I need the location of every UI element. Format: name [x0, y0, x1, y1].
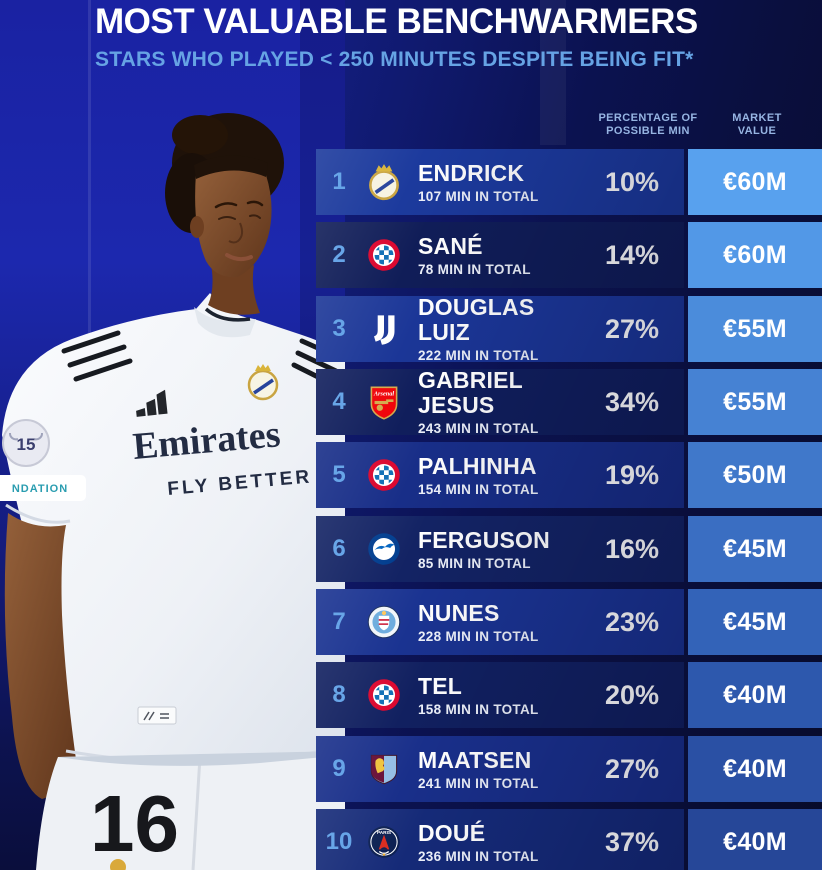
badge-arsenal-icon: Arsenal: [362, 380, 406, 424]
page-subtitle: STARS WHO PLAYED < 250 MINUTES DESPITE B…: [95, 48, 694, 71]
badge-bayern-munich-icon: [362, 673, 406, 717]
badge-manchester-city-icon: [362, 600, 406, 644]
player-cell: 8 TEL 158 MIN IN TOTAL 20%: [316, 662, 684, 728]
column-header-percentage: PERCENTAGE OF POSSIBLE MIN: [598, 112, 698, 137]
table-row: 6 FERGUSON 85 MIN IN TOTAL 16% €45M: [316, 516, 822, 582]
player-minutes: 78 MIN IN TOTAL: [418, 261, 531, 277]
player-name: NUNES: [418, 599, 500, 626]
market-value-cell: €60M: [688, 222, 822, 288]
player-name: MAATSEN: [418, 746, 532, 773]
table-row: 3 DOUGLAS LUIZ 222 MIN IN TOTAL 27% €55M: [316, 296, 822, 362]
percentage-value: 14%: [604, 239, 660, 270]
player-minutes: 243 MIN IN TOTAL: [418, 421, 539, 435]
percentage-value: 27%: [604, 753, 660, 784]
shorts-crest-icon: [110, 859, 126, 870]
table-row: 8 TEL 158 MIN IN TOTAL 20% €40M: [316, 662, 822, 728]
table-row: 4 Arsenal GABRIEL JESUS 243 MIN IN TOTAL…: [316, 369, 822, 435]
player-minutes: 158 MIN IN TOTAL: [418, 701, 539, 717]
table-row: 9 MAATSEN 241 MIN IN TOTAL 27% €40M: [316, 736, 822, 802]
svg-text:Arsenal: Arsenal: [373, 391, 395, 398]
badge-aston-villa-icon: [362, 747, 406, 791]
percentage-value: 27%: [604, 313, 660, 344]
player-name: SANÉ: [418, 232, 483, 259]
table-row: 2 SANÉ 78 MIN IN TOTAL 14% €60M: [316, 222, 822, 288]
rank-label: 9: [332, 755, 346, 782]
page-title: MOST VALUABLE BENCHWARMERS: [95, 2, 698, 41]
percentage-value: 19%: [604, 459, 660, 490]
foundation-sleeve-patch: NDATION: [0, 475, 86, 501]
adidas-logo-icon: [136, 389, 168, 417]
ucl-patch-number: 15: [17, 435, 36, 454]
player-minutes: 85 MIN IN TOTAL: [418, 555, 531, 571]
player-cell: 7 NUNES 228 MIN IN TOTAL 23%: [316, 589, 684, 655]
player-cell: 6 FERGUSON 85 MIN IN TOTAL 16%: [316, 516, 684, 582]
market-value-cell: €55M: [688, 296, 822, 362]
player-name: PALHINHA: [418, 452, 537, 479]
player-name: DOUÉ: [418, 819, 486, 846]
badge-brighton-icon: [362, 527, 406, 571]
percentage-value: 20%: [604, 679, 660, 710]
player-name: FERGUSON: [418, 526, 550, 553]
ucl-sleeve-patch: 15: [2, 419, 50, 467]
percentage-value: 10%: [604, 166, 660, 197]
rank-label: 10: [325, 828, 353, 855]
player-name: TEL: [418, 672, 463, 699]
player-minutes: 107 MIN IN TOTAL: [418, 188, 539, 204]
player-minutes: 154 MIN IN TOTAL: [418, 481, 539, 497]
player-cell: 10 PARIS DOUÉ 236 MIN IN TOTAL 37%: [316, 809, 684, 870]
rank-label: 6: [332, 535, 346, 562]
real-madrid-crest-icon: [247, 364, 279, 401]
background-stripe: [540, 0, 566, 145]
player-minutes: 236 MIN IN TOTAL: [418, 848, 539, 864]
svg-text:PARIS: PARIS: [377, 830, 391, 836]
badge-real-madrid-icon: [362, 160, 406, 204]
player-name: GABRIEL JESUS: [418, 369, 523, 418]
market-value-cell: €60M: [688, 149, 822, 215]
market-value-cell: €40M: [688, 736, 822, 802]
market-value-cell: €40M: [688, 809, 822, 870]
market-value-cell: €50M: [688, 442, 822, 508]
rank-label: 4: [332, 388, 346, 415]
shorts-number: 16: [90, 779, 179, 868]
column-header-market-value: MARKET VALUE: [732, 112, 782, 137]
foundation-patch-text: NDATION: [12, 483, 68, 495]
table-row: 5 PALHINHA 154 MIN IN TOTAL 19% €50M: [316, 442, 822, 508]
player-photo: 15 NDATION Emirates FLY BETTER: [0, 95, 346, 870]
player-cell: 5 PALHINHA 154 MIN IN TOTAL 19%: [316, 442, 684, 508]
player-cell: 3 DOUGLAS LUIZ 222 MIN IN TOTAL 27%: [316, 296, 684, 362]
table-row: 7 NUNES 228 MIN IN TOTAL 23% €45M: [316, 589, 822, 655]
player-minutes: 241 MIN IN TOTAL: [418, 775, 539, 791]
rank-label: 8: [332, 681, 346, 708]
player-cell: 4 Arsenal GABRIEL JESUS 243 MIN IN TOTAL…: [316, 369, 684, 435]
rank-label: 2: [332, 241, 346, 268]
market-value-cell: €40M: [688, 662, 822, 728]
market-value-cell: €45M: [688, 516, 822, 582]
player-cell: 9 MAATSEN 241 MIN IN TOTAL 27%: [316, 736, 684, 802]
table-row: 10 PARIS DOUÉ 236 MIN IN TOTAL 37% €40M: [316, 809, 822, 870]
player-cell: 1 ENDRICK 107 MIN IN TOTAL 10%: [316, 149, 684, 215]
player-minutes: 222 MIN IN TOTAL: [418, 348, 539, 362]
market-value-cell: €55M: [688, 369, 822, 435]
player-minutes: 228 MIN IN TOTAL: [418, 628, 539, 644]
percentage-value: 34%: [604, 386, 660, 417]
badge-psg-icon: PARIS: [362, 820, 406, 864]
market-value-cell: €45M: [688, 589, 822, 655]
player-cell: 2 SANÉ 78 MIN IN TOTAL 14%: [316, 222, 684, 288]
percentage-value: 23%: [604, 606, 660, 637]
badge-juventus-icon: [362, 307, 406, 351]
rank-label: 1: [332, 168, 346, 195]
percentage-value: 16%: [604, 533, 660, 564]
rank-label: 5: [332, 461, 346, 488]
player-name: ENDRICK: [418, 159, 525, 186]
waist-tag: [137, 706, 177, 725]
rank-label: 7: [332, 608, 346, 635]
badge-bayern-munich-icon: [362, 233, 406, 277]
player-name: DOUGLAS LUIZ: [418, 296, 535, 345]
percentage-value: 37%: [604, 826, 660, 857]
table-row: 1 ENDRICK 107 MIN IN TOTAL 10% €60M: [316, 149, 822, 215]
badge-bayern-munich-icon: [362, 453, 406, 497]
rank-label: 3: [332, 315, 346, 342]
